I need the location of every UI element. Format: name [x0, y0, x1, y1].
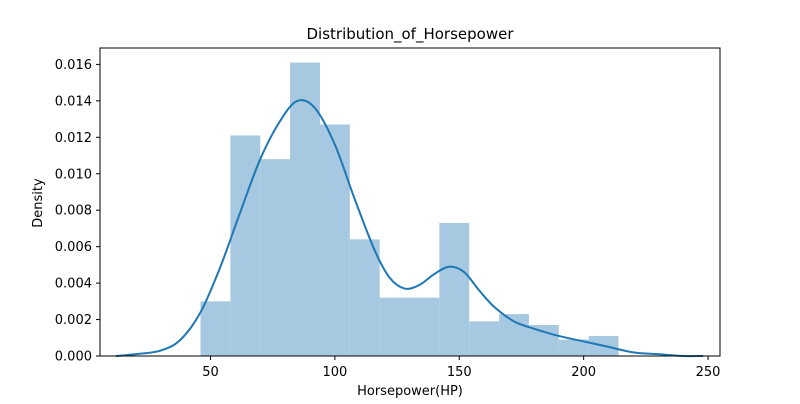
chart-title: Distribution_of_Horsepower — [307, 25, 515, 44]
plot-frame — [99, 47, 721, 357]
histogram-bar — [409, 297, 440, 356]
y-axis: 0.000 0.002 0.004 0.006 0.008 0.010 0.012 0.014… — [55, 58, 100, 365]
histogram-bar — [439, 222, 470, 356]
histogram-bar — [290, 62, 320, 356]
histogram-bar — [200, 301, 231, 356]
y-tick-label: 0.014 — [55, 94, 92, 109]
bars-layer — [200, 62, 619, 356]
x-tick-label: 150 — [447, 365, 472, 380]
y-tick-label: 0.004 — [55, 277, 92, 292]
y-tick-label: 0.006 — [55, 240, 92, 255]
histogram-bar — [528, 325, 559, 356]
x-axis-label: Horsepower(HP) — [357, 384, 463, 399]
y-tick-label: 0.010 — [55, 167, 92, 182]
y-tick-label: 0.002 — [55, 313, 92, 328]
kde-layer — [115, 99, 704, 358]
kde-density-line — [115, 99, 704, 358]
y-tick-label: 0.000 — [55, 350, 92, 365]
y-tick-label: 0.008 — [55, 204, 92, 219]
x-tick-label: 50 — [202, 365, 219, 380]
histogram-bar — [349, 239, 380, 356]
y-tick-label: 0.016 — [55, 58, 92, 73]
y-axis-label: Density — [31, 178, 46, 228]
histogram-bar — [379, 297, 410, 356]
histogram-bar — [469, 321, 500, 356]
x-tick-label: 100 — [322, 365, 347, 380]
x-tick-label: 200 — [571, 365, 596, 380]
x-axis: 50 100 150 200 250 — [202, 356, 720, 380]
x-tick-label: 250 — [696, 365, 721, 380]
y-tick-label: 0.012 — [55, 131, 92, 146]
histogram-bar — [558, 339, 589, 356]
histogram-bar — [260, 159, 291, 356]
histogram-bar — [319, 124, 350, 356]
